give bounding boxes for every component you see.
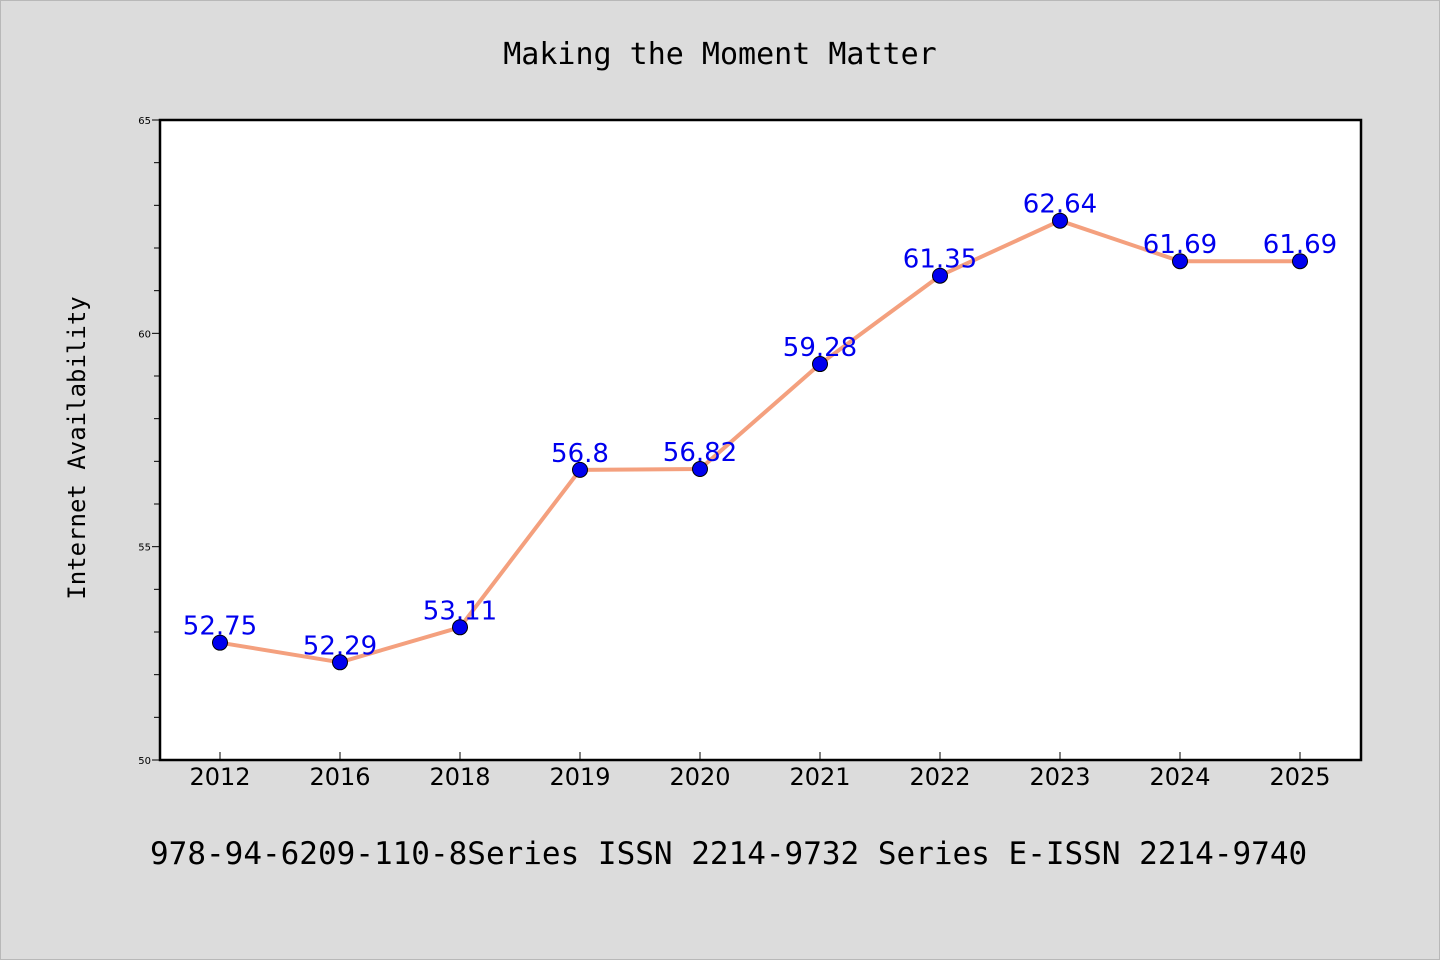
- chart-title: Making the Moment Matter: [503, 37, 936, 72]
- data-label: 56.82: [663, 438, 737, 468]
- x-tick-label: 2019: [549, 763, 610, 791]
- y-tick-label: 50: [138, 756, 151, 767]
- data-point: [452, 619, 468, 636]
- data-point: [812, 356, 828, 373]
- y-tick-label: 55: [138, 543, 151, 554]
- series-line: [218, 218, 1302, 665]
- data-point: [1292, 253, 1308, 270]
- y-axis-label: Internet Availability: [63, 296, 91, 599]
- x-tick-label: 2012: [189, 763, 250, 791]
- data-labels: 52.75 52.29 53.11 56.8 56.82 59.28 61.35 62.64 6…: [183, 190, 1337, 662]
- x-tick-label: 2018: [429, 763, 490, 791]
- data-label: 53.11: [423, 596, 497, 626]
- x-tick-label: 2025: [1269, 763, 1330, 791]
- data-point: [212, 634, 228, 651]
- x-tick-label: 2016: [309, 763, 370, 791]
- data-point: [932, 267, 948, 284]
- data-label: 61.69: [1263, 230, 1337, 260]
- y-axis: 50 55 60 65: [138, 116, 160, 767]
- data-label: 52.75: [183, 612, 257, 642]
- x-tick-label: 2020: [669, 763, 730, 791]
- x-tick-label: 2024: [1149, 763, 1210, 791]
- chart-caption: 978-94-6209-110-8Series ISSN 2214-9732 S…: [150, 836, 1307, 872]
- plot-area: [158, 118, 1363, 762]
- y-tick-label: 60: [138, 329, 151, 340]
- data-label: 56.8: [551, 439, 609, 469]
- data-point: [572, 461, 588, 478]
- data-point: [692, 461, 708, 478]
- x-tick-label: 2022: [909, 763, 970, 791]
- series-layer: [212, 212, 1308, 671]
- y-tick-label: 65: [138, 116, 151, 127]
- data-point: [332, 654, 348, 671]
- data-point: [1052, 212, 1068, 229]
- data-label: 59.28: [783, 333, 857, 363]
- data-label: 62.64: [1023, 190, 1097, 220]
- data-label: 52.29: [303, 631, 377, 661]
- data-point: [1172, 253, 1188, 270]
- x-axis: 2012 2016 2018 2019 2020 2021 2022 2023 2024 2025: [189, 752, 1331, 791]
- x-tick-label: 2021: [789, 763, 850, 791]
- data-label: 61.69: [1143, 230, 1217, 260]
- data-label: 61.35: [903, 245, 977, 275]
- x-tick-label: 2023: [1029, 763, 1090, 791]
